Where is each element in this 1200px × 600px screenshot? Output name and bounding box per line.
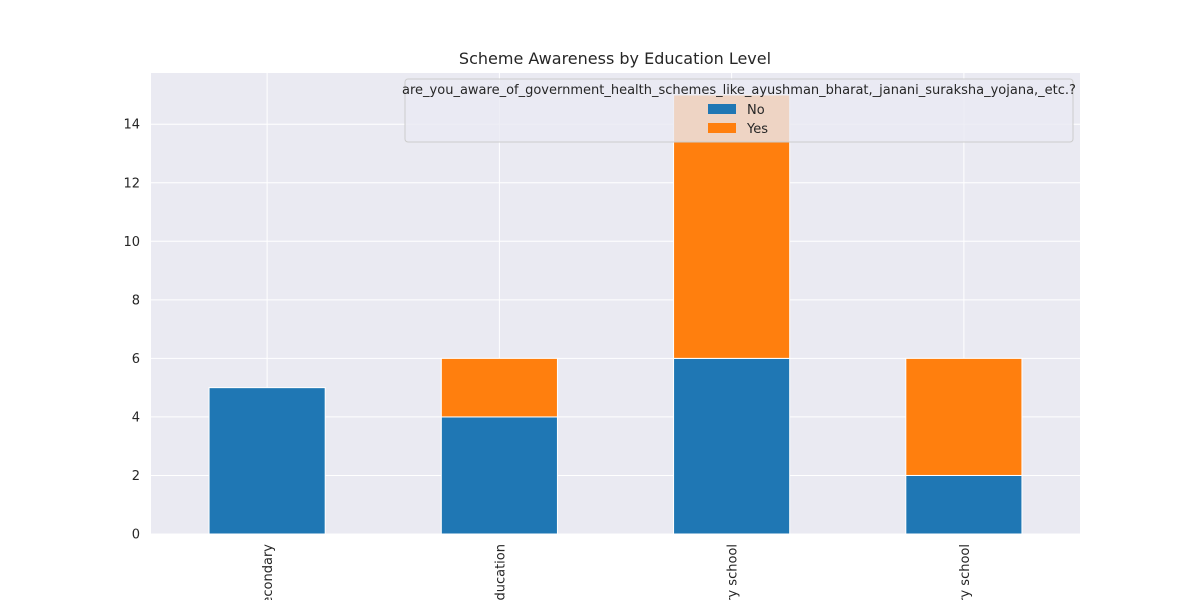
x-tick-label: education bbox=[493, 544, 508, 600]
y-tick-label: 8 bbox=[132, 293, 140, 308]
bar-yes-1 bbox=[440, 357, 558, 418]
legend-swatch-no bbox=[708, 104, 736, 114]
y-tick-label: 12 bbox=[123, 176, 140, 191]
bars bbox=[208, 94, 1023, 535]
legend-box bbox=[404, 78, 1074, 143]
bar-no-0 bbox=[208, 387, 326, 535]
legend-swatch-yes bbox=[708, 123, 736, 133]
legend-items: No Yes bbox=[708, 103, 768, 137]
y-tick-label: 4 bbox=[132, 410, 140, 425]
y-tick-label: 0 bbox=[132, 528, 140, 543]
legend-label-yes: Yes bbox=[746, 122, 768, 137]
y-tick-label: 10 bbox=[123, 235, 140, 250]
y-axis-ticks: 0 2 4 6 8 10 12 14 bbox=[123, 118, 140, 543]
y-tick-label: 2 bbox=[132, 469, 140, 484]
x-tick-label: ry school bbox=[958, 544, 973, 600]
bar-no-2 bbox=[673, 357, 791, 535]
bar-no-1 bbox=[440, 416, 558, 535]
y-tick-label: 6 bbox=[132, 352, 140, 367]
bar-yes-3 bbox=[905, 357, 1023, 476]
legend: are_you_aware_of_government_health_schem… bbox=[402, 78, 1076, 143]
x-axis-ticks: econdary education ry school ry school bbox=[261, 544, 973, 600]
x-tick-label: econdary bbox=[261, 544, 276, 600]
bar-no-3 bbox=[905, 474, 1023, 535]
chart-title: Scheme Awareness by Education Level bbox=[459, 49, 771, 68]
x-tick-label: ry school bbox=[726, 544, 741, 600]
legend-label-no: No bbox=[747, 103, 765, 118]
legend-title: are_you_aware_of_government_health_schem… bbox=[402, 83, 1076, 98]
y-tick-label: 14 bbox=[123, 118, 140, 133]
